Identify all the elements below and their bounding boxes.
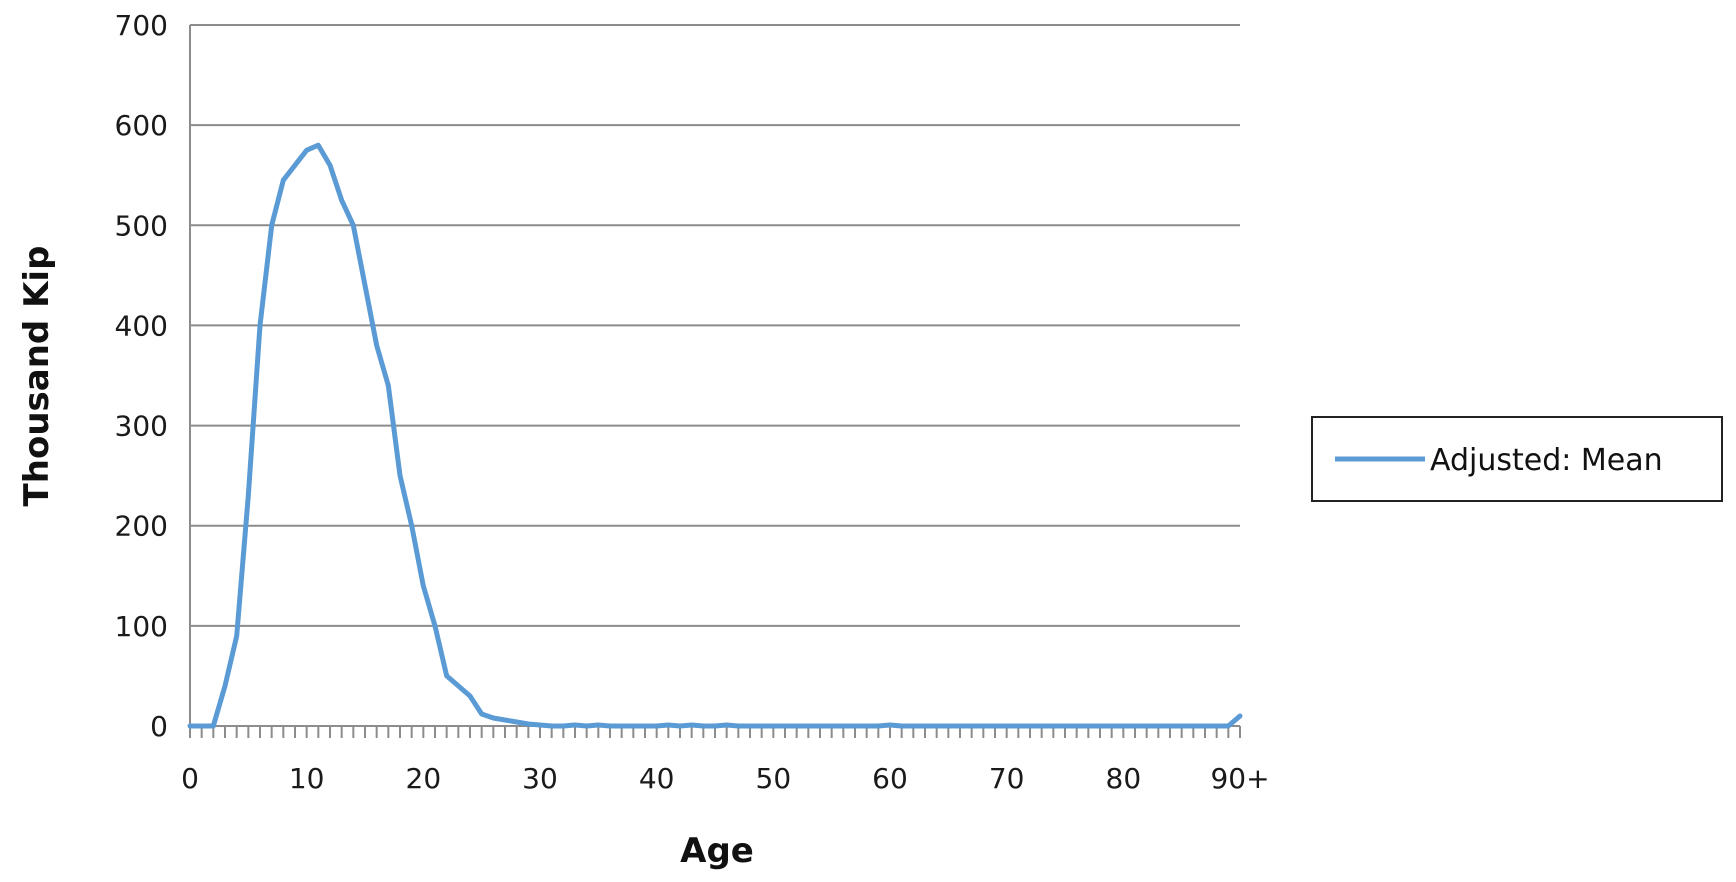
y-tick-label: 300 [115, 410, 168, 443]
x-tick-label: 0 [181, 762, 199, 795]
legend: Adjusted: Mean [1311, 416, 1723, 502]
axes [189, 25, 1241, 738]
series-lines [187, 142, 1243, 729]
x-tick-label: 70 [989, 762, 1025, 795]
y-tick-label: 0 [150, 710, 168, 743]
series-line [187, 142, 1243, 729]
legend-label: Adjusted: Mean [1430, 443, 1663, 478]
y-tick-label: 200 [115, 510, 168, 543]
y-tick-label: 600 [115, 109, 168, 142]
x-tick-label: 50 [756, 762, 792, 795]
gridlines [190, 24, 1240, 627]
x-tick-labels: 0 10 20 30 40 50 60 70 80 90+ [181, 762, 1269, 795]
x-tick-label: 40 [639, 762, 675, 795]
x-tick-label: 30 [522, 762, 558, 795]
y-tick-label: 500 [115, 209, 168, 242]
x-tick-label: 20 [406, 762, 442, 795]
x-axis-title: Age [680, 831, 754, 871]
y-tick-label: 400 [115, 309, 168, 342]
x-tick-label: 60 [872, 762, 908, 795]
x-tick-label: 90+ [1210, 762, 1269, 795]
y-tick-label: 700 [115, 9, 168, 42]
y-tick-label: 100 [115, 610, 168, 643]
x-tick-label: 10 [289, 762, 325, 795]
y-axis-title: Thousand Kip [17, 246, 57, 507]
x-tick-label: 80 [1106, 762, 1142, 795]
y-tick-labels: 0 100 200 300 400 500 600 700 [115, 9, 168, 743]
